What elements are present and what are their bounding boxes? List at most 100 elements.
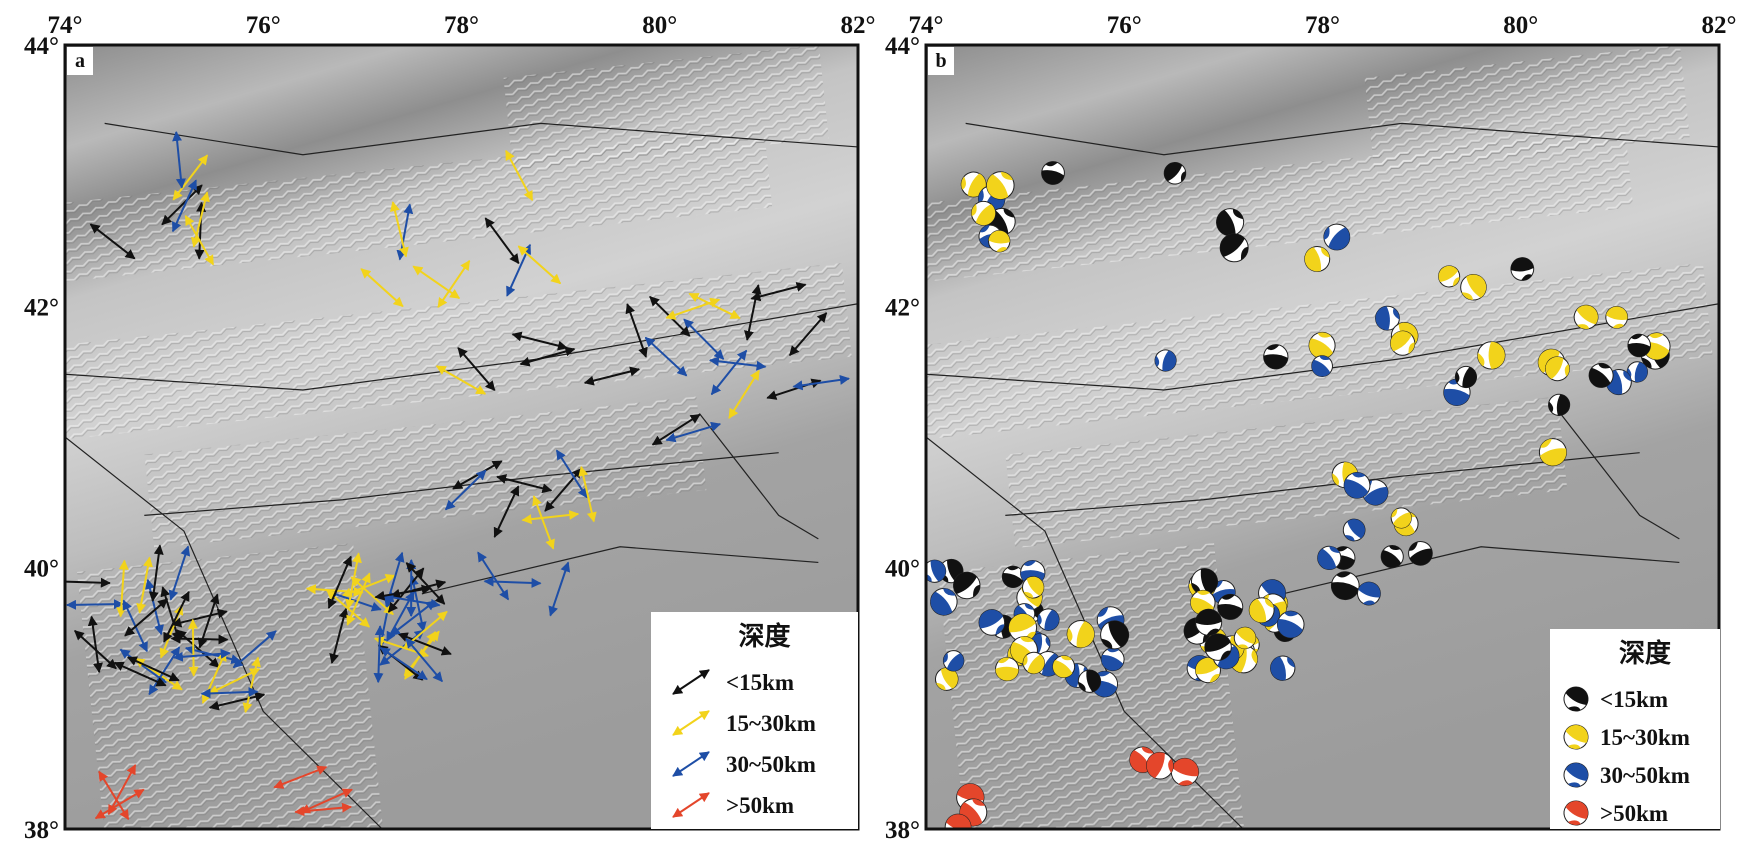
focal-mechanism (1248, 597, 1275, 624)
stress-arrow (94, 788, 145, 820)
ball-quadrant (979, 225, 990, 233)
ball-quadrant (1037, 613, 1042, 626)
ball-quadrant (971, 203, 977, 217)
ball-quadrant (1141, 746, 1154, 754)
focal-mechanism (1330, 571, 1360, 601)
stress-arrow (390, 201, 409, 258)
ball-quadrant (1076, 621, 1095, 648)
stress-arrow (184, 215, 215, 266)
focal-mechanism (986, 171, 1015, 200)
focal-mechanism (1216, 208, 1245, 237)
ball-quadrant (1078, 681, 1086, 692)
stress-arrow (113, 661, 167, 687)
ball-quadrant (1606, 306, 1628, 321)
map-area (926, 45, 1719, 843)
stress-arrow (87, 615, 103, 674)
focal-mechanism (944, 813, 972, 843)
legend-title: 深度 (1619, 638, 1671, 668)
stress-arrow (708, 356, 767, 371)
ball-quadrant (1108, 620, 1129, 648)
ball-quadrant (988, 230, 1010, 244)
ball-quadrant (953, 572, 977, 595)
ball-quadrant (1209, 673, 1220, 683)
ball-quadrant (1097, 606, 1109, 617)
stress-arrow (124, 598, 169, 637)
ball-quadrant (1086, 670, 1101, 692)
focal-mechanism (1008, 613, 1038, 643)
ball-quadrant (1568, 744, 1581, 749)
ball-quadrant (1096, 671, 1111, 677)
ball-quadrant (1392, 512, 1412, 528)
stress-arrow (200, 686, 259, 699)
ball-quadrant (956, 783, 984, 801)
ball-quadrant (1321, 247, 1330, 258)
focal-mechanism (934, 667, 959, 691)
focal-mechanism (926, 559, 947, 583)
ball-quadrant (1630, 334, 1643, 340)
map-panel: a 74° 76° 78° 80° 82° 44° 42° 40° 38° 深度 <15km 15~30… (24, 12, 876, 844)
ball-quadrant (1263, 354, 1288, 369)
ball-quadrant (1180, 171, 1186, 182)
panel-label: b (935, 50, 946, 72)
ball-quadrant (1335, 546, 1348, 552)
ball-quadrant (973, 584, 980, 598)
stress-arrow (625, 303, 648, 358)
ball-quadrant (1319, 355, 1331, 361)
ball-quadrant (926, 573, 932, 582)
ball-quadrant (1206, 628, 1220, 636)
stress-arrow (373, 625, 385, 684)
ball-quadrant (995, 666, 1019, 681)
focal-mechanism (1041, 161, 1065, 185)
stress-arrow (583, 366, 641, 386)
focal-mechanism (1538, 438, 1567, 467)
ball-quadrant (1101, 638, 1113, 649)
stress-arrow (172, 130, 186, 189)
legend-item: >50km (1600, 801, 1668, 826)
ball-quadrant (1393, 308, 1400, 320)
legend-item: 30~50km (1600, 763, 1690, 788)
ball-quadrant (1220, 650, 1231, 661)
ball-quadrant (1623, 370, 1632, 382)
y-tick-label: 42° (885, 294, 920, 321)
focal-mechanism (1311, 355, 1333, 377)
focal-mechanism (978, 609, 1006, 636)
ball-quadrant (1576, 305, 1598, 325)
stress-arrow (517, 245, 562, 285)
ball-quadrant (1197, 590, 1211, 595)
y-tick-label: 38° (24, 817, 59, 844)
ball-quadrant (1521, 274, 1533, 281)
stress-arrow (187, 618, 199, 677)
ball-quadrant (1155, 355, 1160, 367)
relief-band (144, 396, 707, 549)
ball-quadrant (1351, 472, 1366, 478)
focal-mechanism (1438, 265, 1461, 288)
ball-quadrant (1443, 388, 1470, 406)
ball-quadrant (1548, 401, 1554, 413)
ball-quadrant (979, 609, 1004, 629)
legend-item: <15km (1600, 687, 1668, 712)
relief-band (926, 129, 1634, 282)
ball-quadrant (1162, 350, 1177, 372)
ball-quadrant (1598, 363, 1611, 369)
ball-quadrant (936, 682, 946, 691)
panel-label-bg (67, 47, 93, 75)
relief-band (1364, 45, 1690, 172)
ball-quadrant (1477, 352, 1485, 367)
ball-quadrant (1284, 611, 1299, 617)
ball-quadrant (951, 832, 965, 843)
stress-arrow (168, 545, 191, 601)
focal-mechanism (1263, 344, 1289, 370)
ball-quadrant (1627, 343, 1651, 357)
focal-mechanism (1460, 273, 1487, 301)
ball-quadrant (1041, 170, 1065, 185)
map-panel: b 74° 76° 78° 80° 82° 44° 42° 40° 38° 深度 <15km 15~30… (885, 12, 1737, 844)
ball-quadrant (1270, 656, 1286, 681)
focal-mechanism (1304, 246, 1331, 272)
stress-arrow (493, 485, 520, 538)
focal-mechanism (1390, 330, 1416, 356)
focal-mechanism (1573, 304, 1599, 330)
focal-mechanism (1510, 257, 1535, 281)
focal-mechanism (1195, 657, 1221, 684)
stress-arrow (792, 374, 850, 391)
ball-quadrant (1641, 357, 1652, 369)
